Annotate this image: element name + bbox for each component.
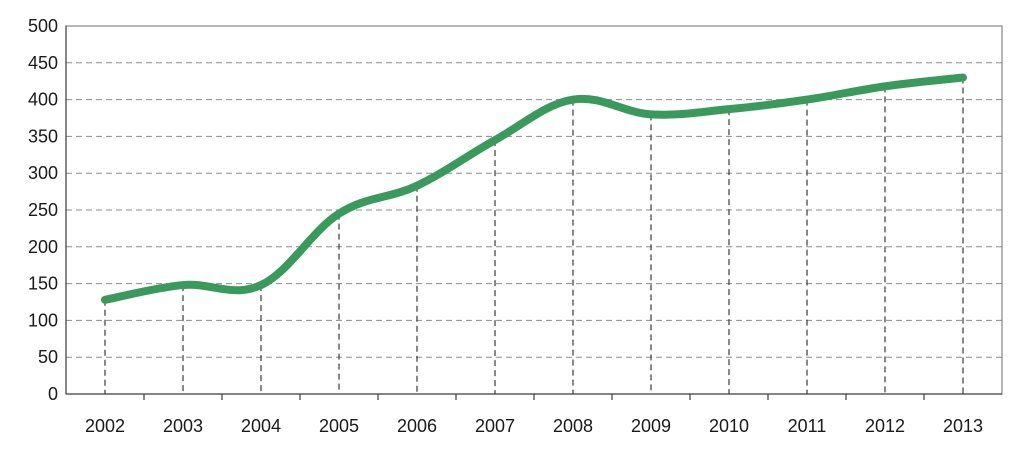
drop-lines bbox=[104, 77, 964, 394]
series-line bbox=[101, 73, 967, 304]
x-tick-label: 2013 bbox=[943, 416, 983, 436]
y-tick-label: 0 bbox=[48, 384, 58, 404]
y-tick-label: 200 bbox=[28, 237, 58, 257]
x-tick-label: 2002 bbox=[85, 416, 125, 436]
data-point-2013 bbox=[959, 74, 967, 81]
y-tick-label: 450 bbox=[28, 53, 58, 73]
data-point-2002 bbox=[101, 296, 109, 303]
y-tick-label: 350 bbox=[28, 126, 58, 146]
x-tick-label: 2008 bbox=[553, 416, 593, 436]
data-point-2004 bbox=[257, 281, 265, 289]
x-tick-label: 2009 bbox=[631, 416, 671, 436]
series bbox=[101, 73, 967, 304]
x-tick-label: 2006 bbox=[397, 416, 437, 436]
data-point-2007 bbox=[491, 136, 499, 144]
x-tick-labels: 2002 2003 2004 2005 2006 2007 2008 2009 2010 2011… bbox=[85, 394, 983, 436]
x-tick-label: 2011 bbox=[788, 416, 827, 436]
data-point-2006 bbox=[413, 182, 421, 189]
x-tick-label: 2007 bbox=[475, 416, 515, 436]
data-point-2008 bbox=[569, 96, 577, 103]
y-tick-label: 300 bbox=[28, 163, 58, 183]
y-tick-label: 500 bbox=[28, 16, 58, 36]
y-tick-label: 150 bbox=[28, 274, 58, 294]
y-tick-label: 100 bbox=[28, 310, 58, 330]
data-point-2011 bbox=[803, 96, 811, 103]
x-tick-label: 2012 bbox=[865, 416, 905, 436]
y-tick-label: 400 bbox=[28, 90, 58, 110]
y-tick-labels: 0 50 100 150 200 250 300 350 400 450 500 bbox=[28, 16, 58, 404]
y-tick-label: 50 bbox=[38, 347, 58, 367]
y-tick-label: 250 bbox=[28, 200, 58, 220]
x-tick-label: 2005 bbox=[319, 416, 359, 436]
data-point-2003 bbox=[179, 281, 187, 289]
data-point-2010 bbox=[725, 105, 733, 113]
data-point-2005 bbox=[335, 210, 343, 217]
x-tick-label: 2004 bbox=[241, 416, 281, 436]
x-tick-label: 2003 bbox=[163, 416, 203, 436]
x-tick-label: 2010 bbox=[709, 416, 749, 436]
data-point-2012 bbox=[881, 83, 889, 90]
data-point-2009 bbox=[647, 111, 655, 118]
gridlines bbox=[66, 62, 1002, 358]
